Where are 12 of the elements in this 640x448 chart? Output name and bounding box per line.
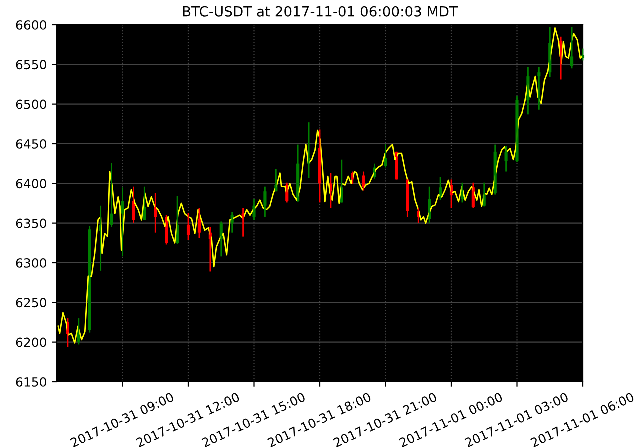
candlestick (395, 151, 398, 180)
y-tick-label: 6250 (16, 298, 46, 308)
y-tick-label: 6150 (16, 377, 46, 387)
y-tick-label: 6400 (16, 179, 46, 189)
y-tick-label: 6550 (16, 60, 46, 70)
y-tick-label: 6300 (16, 258, 46, 268)
y-tick-label: 6600 (16, 20, 46, 30)
y-tick-label: 6350 (16, 218, 46, 228)
y-tick-label: 6450 (16, 139, 46, 149)
y-tick-label: 6500 (16, 100, 46, 110)
y-tick-label: 6200 (16, 338, 46, 348)
chart-title: BTC-USDT at 2017-11-01 06:00:03 MDT (183, 6, 458, 17)
